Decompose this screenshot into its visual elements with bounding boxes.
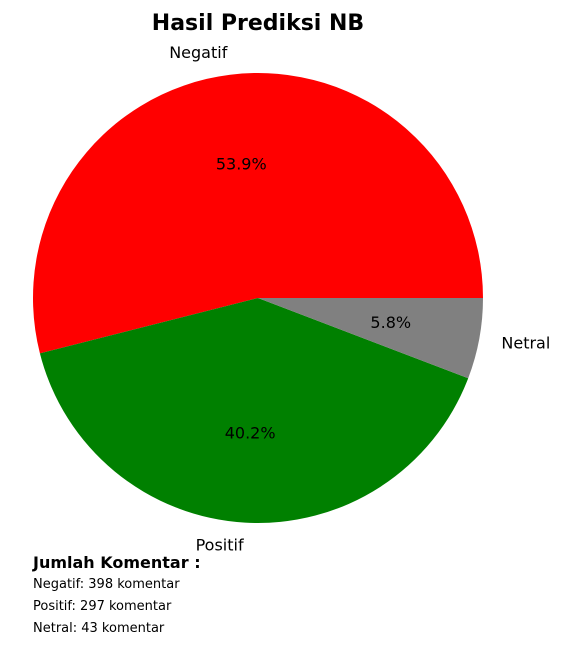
summary-line-positif: Positif: 297 komentar bbox=[33, 596, 533, 618]
chart-title: Hasil Prediksi NB bbox=[152, 11, 364, 36]
summary-line-netral: Netral: 43 komentar bbox=[33, 618, 533, 640]
comment-count-summary: Jumlah Komentar : Negatif: 398 komentar … bbox=[33, 552, 533, 640]
pie-category-label-negatif: Negatif bbox=[169, 43, 227, 62]
summary-heading: Jumlah Komentar : bbox=[33, 552, 533, 574]
pie-category-label-netral: Netral bbox=[501, 333, 550, 352]
pie-percent-label-negatif: 53.9% bbox=[216, 155, 267, 174]
summary-line-negatif: Negatif: 398 komentar bbox=[33, 574, 533, 596]
pie-percent-label-netral: 5.8% bbox=[370, 313, 411, 332]
pie-percent-label-positif: 40.2% bbox=[225, 423, 276, 442]
